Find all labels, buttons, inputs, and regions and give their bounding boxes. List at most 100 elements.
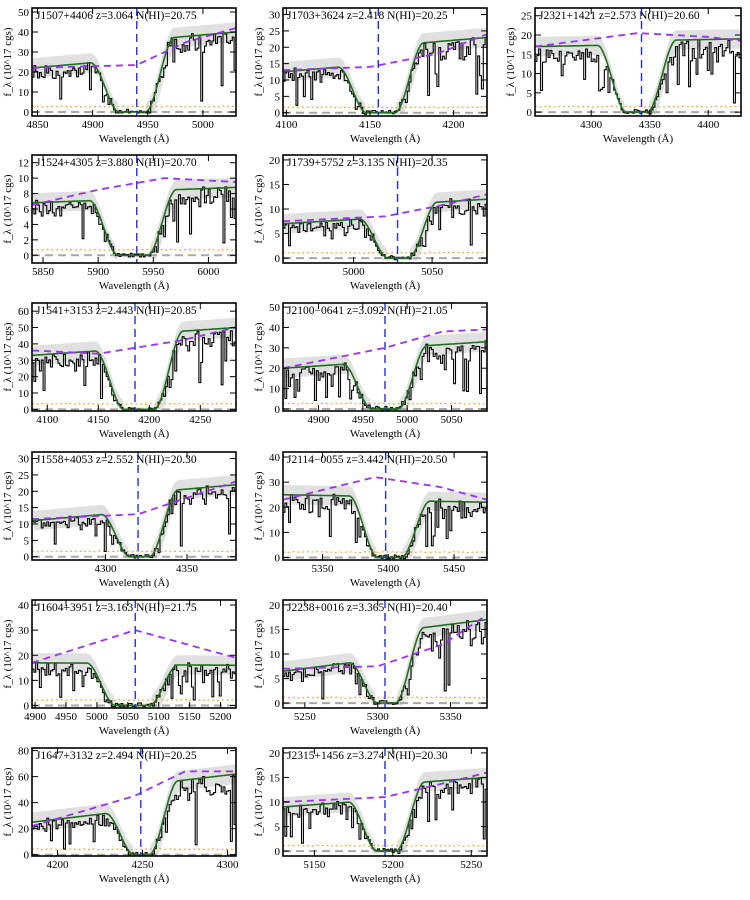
y-tick-label: 30 — [18, 355, 30, 367]
y-tick-label: 20 — [269, 155, 281, 167]
panel-title: J2114−0055 z=3.442 N(HI)=20.50 — [287, 454, 447, 466]
panel-title: J2100−0641 z=3.092 N(HI)=21.05 — [287, 305, 448, 317]
y-tick-label: 10 — [269, 75, 281, 87]
x-tick-label: 4900 — [82, 119, 105, 131]
y-tick-label: 40 — [18, 339, 30, 351]
x-axis-label: Wavelength (Å) — [350, 577, 421, 589]
dla-model-fit — [32, 773, 236, 856]
y-tick-label: 25 — [269, 26, 281, 38]
y-axis-label: f_λ (10^17 cgs) — [253, 471, 265, 540]
error-spectrum — [283, 402, 487, 405]
x-tick-label: 5900 — [87, 266, 110, 278]
panel-title: J1524+4305 z=3.880 N(HI)=20.70 — [36, 157, 197, 169]
x-tick-label: 4950 — [352, 414, 375, 426]
dla-model-fit — [32, 483, 236, 558]
y-tick-label: 5 — [275, 674, 281, 686]
y-tick-label: 6 — [24, 204, 30, 216]
x-tick-label: 4200 — [138, 414, 161, 426]
y-axis-label: f_λ (10^17 cgs) — [2, 471, 14, 540]
y-tick-label: 0 — [275, 404, 281, 416]
y-tick-label: 5 — [275, 822, 281, 834]
error-spectrum — [283, 251, 487, 254]
panel-J1647+3132: 4200 4250 4300 0 20 40 60 80 J1647+3132 z=2.494 … — [2, 746, 239, 885]
y-tick-label: 20 — [269, 42, 281, 54]
x-axis-label: Wavelength (Å) — [99, 428, 170, 440]
x-tick-label: 4900 — [307, 414, 330, 426]
dla-model-fit — [283, 36, 487, 114]
y-axis-label: f_λ (10^17 cgs) — [253, 174, 265, 243]
y-tick-label: 20 — [269, 363, 281, 375]
dla-model-fit — [32, 326, 236, 411]
panel-J2100−0641: 4900 4950 5000 5050 0 10 20 30 40 50 J2100−0641 z=… — [253, 302, 488, 440]
y-tick-label: 8 — [24, 189, 30, 201]
model-uncertainty-band — [283, 189, 487, 261]
x-tick-label: 4400 — [697, 119, 720, 131]
x-tick-label: 5050 — [421, 266, 444, 278]
x-axis-label: Wavelength (Å) — [99, 873, 170, 885]
x-tick-label: 4250 — [189, 414, 212, 426]
plot-area — [283, 748, 487, 856]
x-tick-label: 5100 — [148, 711, 171, 723]
x-tick-label: 4350 — [639, 119, 662, 131]
x-tick-label: 6000 — [197, 266, 220, 278]
plot-area — [32, 303, 236, 411]
x-tick-label: 5450 — [443, 563, 466, 575]
x-axis-label: Wavelength (Å) — [350, 133, 421, 145]
x-tick-label: 4150 — [87, 414, 110, 426]
error-spectrum — [283, 550, 487, 554]
y-tick-label: 10 — [18, 87, 30, 99]
panel-J1739+5752: 5000 5050 0 5 10 15 20 J1739+5752 z=3.135 N(HI)… — [253, 154, 488, 292]
y-tick-label: 80 — [18, 746, 30, 758]
y-tick-label: 0 — [275, 552, 281, 564]
x-tick-label: 5000 — [192, 119, 215, 131]
plot-area — [535, 8, 741, 116]
y-tick-label: 5 — [275, 229, 281, 241]
x-axis-label: Wavelength (Å) — [603, 133, 674, 145]
y-tick-label: 20 — [521, 30, 533, 42]
y-tick-label: 15 — [521, 49, 533, 61]
panel-title: J2321+1421 z=2.573 N(HI)=20.60 — [539, 10, 700, 22]
y-tick-label: 20 — [269, 748, 281, 760]
panel-title: J1604+3951 z=3.163 N(HI)=21.75 — [36, 602, 197, 614]
y-tick-label: 60 — [18, 772, 30, 784]
y-tick-label: 30 — [18, 454, 30, 466]
x-tick-label: 4300 — [94, 563, 117, 575]
y-tick-label: 20 — [269, 502, 281, 514]
error-spectrum — [32, 550, 236, 553]
panel-title: J1739+5752 z=3.135 N(HI)=20.35 — [287, 157, 448, 169]
x-tick-label: 4350 — [176, 563, 199, 575]
model-uncertainty-band — [535, 29, 741, 115]
y-tick-label: 20 — [18, 824, 30, 836]
panel-title: J1541+3153 z=2.443 N(HI)=20.85 — [36, 305, 197, 317]
y-tick-label: 50 — [18, 323, 30, 335]
x-tick-label: 5150 — [303, 859, 326, 871]
panel-J1604+3951: 4900 4950 5000 5050 5100 5150 5200 0 10 20 30 40 J16… — [2, 599, 237, 737]
y-tick-label: 10 — [269, 797, 281, 809]
x-tick-label: 5400 — [377, 563, 400, 575]
y-tick-label: 2 — [24, 235, 30, 247]
error-spectrum — [535, 105, 741, 108]
plot-area — [32, 748, 236, 856]
x-tick-label: 5200 — [382, 859, 405, 871]
y-tick-label: 0 — [24, 850, 30, 862]
x-tick-label: 5350 — [311, 563, 334, 575]
x-tick-label: 5000 — [396, 414, 419, 426]
panel-title: J1703+3624 z=2.418 N(HI)=20.25 — [287, 10, 448, 22]
x-tick-label: 4200 — [443, 119, 466, 131]
dla-model-fit — [32, 31, 236, 113]
x-axis-label: Wavelength (Å) — [99, 133, 170, 145]
y-tick-label: 0 — [275, 108, 281, 120]
panel-frame — [31, 7, 237, 117]
flux-spectrum — [535, 39, 741, 115]
y-tick-label: 15 — [269, 772, 281, 784]
y-tick-label: 10 — [269, 527, 281, 539]
panel-J1703+3624: 4100 4150 4200 0 5 10 15 20 25 30 J1703+3624 z=2.4… — [253, 7, 488, 145]
x-axis-label: Wavelength (Å) — [350, 428, 421, 440]
y-tick-label: 30 — [18, 625, 30, 637]
error-spectrum — [32, 848, 236, 851]
y-tick-label: 15 — [269, 624, 281, 636]
y-tick-label: 20 — [18, 650, 30, 662]
x-tick-label: 5950 — [142, 266, 165, 278]
y-tick-label: 0 — [24, 107, 30, 119]
